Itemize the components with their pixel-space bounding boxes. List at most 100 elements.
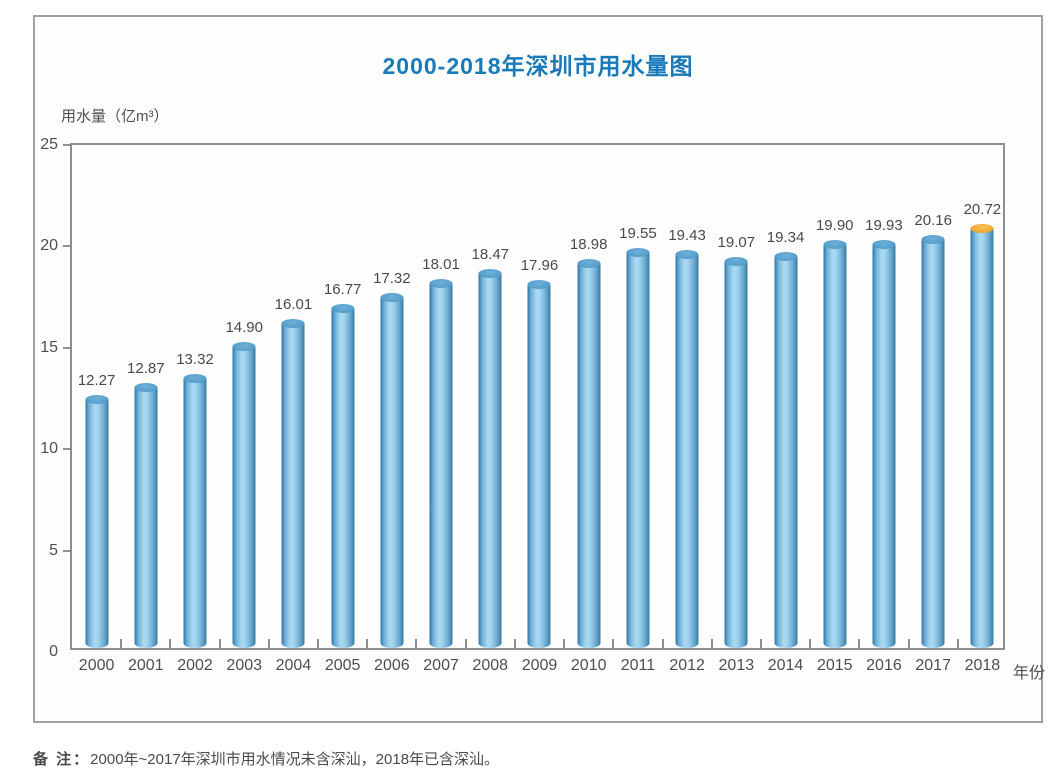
bar-cylinder-body <box>921 239 945 648</box>
x-tick-mark <box>464 639 467 648</box>
bar-value-label: 12.87 <box>127 360 165 377</box>
bar-value-label: 19.55 <box>619 225 657 242</box>
y-tick-mark <box>63 245 72 248</box>
x-tick-mark <box>907 639 910 648</box>
bar-cylinder-body <box>626 252 650 648</box>
x-tick-label: 2017 <box>915 657 951 674</box>
x-axis-title: 年份 <box>1013 665 1046 682</box>
bar <box>232 342 256 648</box>
bar-top-cap <box>380 293 404 302</box>
bar <box>183 374 207 648</box>
y-tick-label: 5 <box>49 541 58 559</box>
bar-column: 19.90 2015 <box>810 141 859 674</box>
y-tick-mark <box>63 144 72 146</box>
bar <box>380 293 404 648</box>
bar-value-label: 13.32 <box>176 351 214 368</box>
x-tick-mark <box>267 639 270 648</box>
bar-column: 17.96 2009 <box>515 141 564 674</box>
bar-column: 14.90 2003 <box>220 141 269 674</box>
bar-top-cap <box>577 259 601 268</box>
bar-value-label: 14.90 <box>225 319 263 336</box>
x-tick-mark <box>513 639 516 648</box>
bar-highlight-cap <box>970 224 994 233</box>
bar-top-cap <box>724 257 748 266</box>
bar-value-label: 18.47 <box>471 246 510 263</box>
bar-cylinder-body <box>380 297 404 648</box>
bar-cylinder-body <box>872 244 896 648</box>
bar-top-cap <box>774 252 798 261</box>
x-tick-label: 2007 <box>423 657 459 674</box>
bar-value-label: 19.90 <box>815 217 854 234</box>
bar-value-label: 19.07 <box>717 234 756 251</box>
x-tick-mark <box>809 639 812 648</box>
x-tick-label: 2011 <box>620 657 656 674</box>
bar-top-cap <box>134 383 158 392</box>
bar-column: 16.01 2004 <box>269 141 318 674</box>
bar-cylinder-body <box>823 244 847 648</box>
bar-column: 18.01 2007 <box>416 141 465 674</box>
x-tick-mark <box>169 639 172 648</box>
y-tick-label: 10 <box>40 440 58 458</box>
bar-top-cap <box>527 280 551 289</box>
bar-column: 19.93 2016 <box>859 141 908 674</box>
bar-cylinder-body <box>85 399 109 648</box>
bar-column: 12.87 2001 <box>121 141 170 674</box>
bar-column: 19.07 2013 <box>712 141 761 674</box>
bar-column: 19.34 2014 <box>761 141 810 674</box>
x-tick-label: 2012 <box>669 657 705 674</box>
x-tick-label: 2002 <box>177 657 213 674</box>
bar-value-label: 17.96 <box>520 257 559 274</box>
bar-value-label: 20.16 <box>914 212 952 229</box>
y-tick-label: 0 <box>49 643 58 660</box>
x-tick-mark <box>563 639 566 648</box>
x-tick-label: 2008 <box>472 657 509 674</box>
x-tick-mark <box>218 639 221 648</box>
bar-column: 12.27 2000 <box>72 141 121 674</box>
chart-frame: 2000-2018年深圳市用水量图 用水量（亿m³） 0 5 10 15 20 25 12.… <box>33 15 1046 723</box>
x-tick-mark <box>858 639 861 648</box>
bar-cylinder-body <box>134 387 158 648</box>
x-tick-label: 2000 <box>78 657 115 674</box>
y-tick-mark <box>63 346 72 349</box>
bar-top-cap <box>872 240 896 249</box>
x-tick-label: 2009 <box>521 657 558 674</box>
x-tick-mark <box>661 639 664 648</box>
bar-cylinder-body <box>675 254 699 648</box>
x-tick-label: 2016 <box>866 657 902 674</box>
bar-top-cap <box>331 304 355 313</box>
bar <box>823 240 847 648</box>
footnote-text: 2000年~2017年深圳市用水情况未含深汕，2018年已含深汕。 <box>90 751 500 768</box>
bar <box>675 250 699 648</box>
bar-value-label: 16.77 <box>323 281 362 298</box>
bar <box>970 224 994 648</box>
x-tick-mark <box>612 639 615 648</box>
y-tick-label: 20 <box>40 237 58 255</box>
x-tick-label: 2014 <box>767 657 804 674</box>
bar-cylinder-body <box>478 273 502 648</box>
bar-value-label: 18.98 <box>569 236 608 253</box>
bar-value-label: 20.72 <box>963 201 1002 218</box>
bar-column: 18.47 2008 <box>466 141 515 674</box>
bar <box>724 257 748 648</box>
bar-value-label: 18.01 <box>422 256 460 273</box>
y-tick-label: 25 <box>40 136 58 153</box>
bar <box>527 280 551 648</box>
bar <box>577 259 601 648</box>
x-tick-mark <box>415 639 418 648</box>
bar-column: 16.77 2005 <box>318 141 367 674</box>
bar-cylinder-body <box>527 284 551 648</box>
bar-top-cap <box>921 235 945 244</box>
bar-value-label: 19.34 <box>766 229 805 246</box>
bar-column: 20.16 2017 <box>909 141 958 674</box>
bar <box>85 395 109 648</box>
y-tick-label: 15 <box>40 338 58 356</box>
bar-column: 20.72 2018 <box>958 141 1007 674</box>
bar-cylinder-body <box>774 256 798 648</box>
bar-column: 17.32 2006 <box>367 141 416 674</box>
bar <box>626 248 650 648</box>
x-tick-label: 2004 <box>275 657 312 674</box>
bar-cylinder-body <box>724 261 748 648</box>
bar-cylinder-body <box>970 228 994 648</box>
bar-cylinder-body <box>183 378 207 648</box>
